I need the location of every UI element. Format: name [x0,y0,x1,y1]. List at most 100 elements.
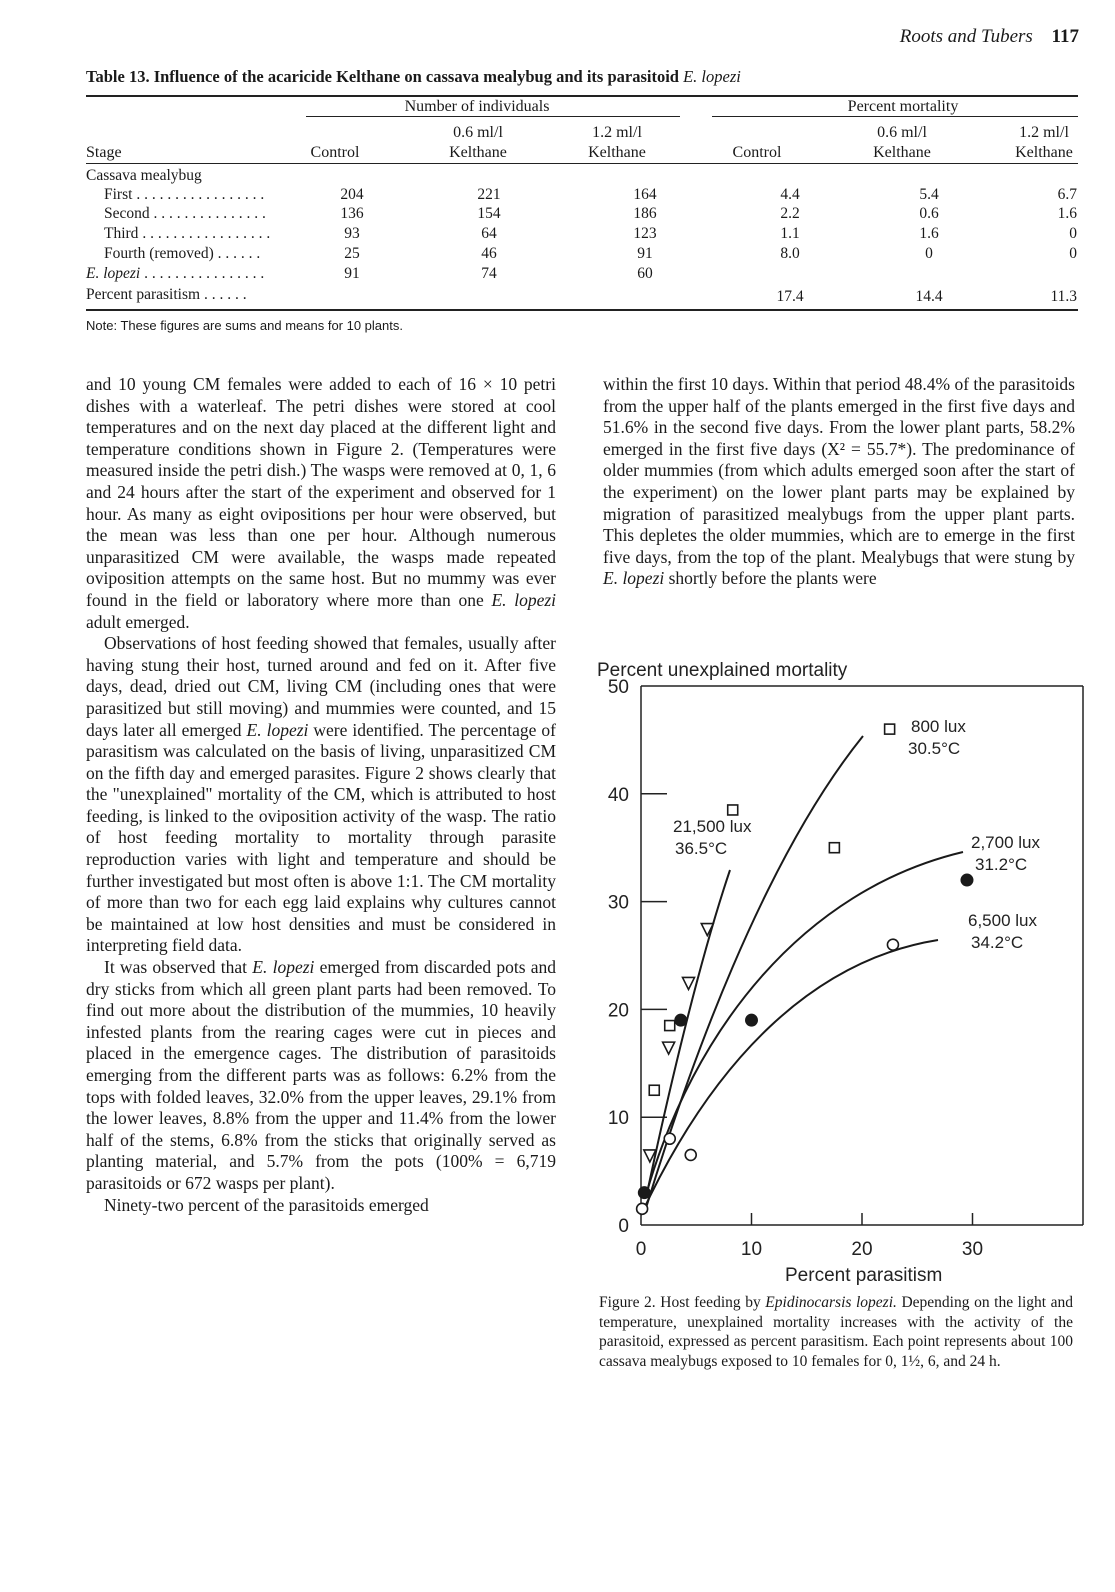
paragraph: Observations of host feeding showed that… [86,633,556,956]
table-cell: 60 [637,265,653,282]
table-cell: 91 [637,245,653,262]
table-cell: 46 [481,245,497,262]
col-header-dose2-line1: 1.2 ml/l [592,124,642,141]
data-point-open-circle [663,1132,677,1146]
group-header-percent: Percent mortality [847,98,959,115]
curve-21500-lux [645,869,731,1199]
table-caption: Table 13. Influence of the acaricide Kel… [86,67,741,87]
x-axis-title: Percent parasitism [785,1265,942,1286]
data-point-triangle [642,1149,658,1164]
header-bottom-rule [86,163,1078,164]
body-column-left: and 10 young CM females were added to ea… [86,374,556,1216]
row-stage: Cassava mealybug [86,167,202,184]
col-header-dose1-line1: 0.6 ml/l [453,124,503,141]
table-cell: 74 [481,265,497,282]
label-lux-800: 800 lux [911,717,966,736]
curve-2700-lux [645,851,964,1196]
paragraph: within the first 10 days. Within that pe… [603,374,1075,589]
table-cell: 136 [340,205,364,222]
figure-caption-species: Epidinocarsis lopezi. [765,1294,897,1311]
data-point-triangle [661,1041,676,1056]
figure-2: Percent unexplained mortality Percent pa… [593,650,1093,1290]
table-cell: 0 [925,245,933,262]
label-temp-6500: 34.2°C [971,933,1023,952]
table-cell: 64 [481,225,497,242]
table-cell: 1.1 [780,225,800,242]
data-point-filled-circle [745,1013,758,1027]
paragraph: Ninety-two percent of the parasitoids em… [104,1194,429,1215]
running-head: Roots and Tubers 117 [900,26,1079,48]
table-title-species: E. lopezi [683,67,741,86]
row-stage: Percent parasitism . . . . . . [86,286,247,303]
table-cell: 91 [344,265,360,282]
table-cell: 6.7 [1057,186,1077,203]
table-cell: 1.6 [1057,205,1077,222]
y-tick-label: 50 [608,677,629,698]
col-header-dose2-line2: Kelthane [588,144,646,161]
table-cell: 0 [1069,225,1077,242]
x-tick-label: 20 [851,1239,872,1260]
data-point-filled-circle [674,1013,688,1027]
col-header-control-percent: Control [732,144,782,161]
y-axis-title: Percent unexplained mortality [597,660,848,681]
data-point-filled-circle [960,873,974,887]
data-point-open-circle [684,1148,698,1162]
data-point-square [663,1019,676,1032]
data-point-square [828,841,841,854]
row-stage: E. lopezi . . . . . . . . . . . . . . . … [86,265,265,282]
label-temp-2700: 31.2°C [975,855,1027,874]
table-cell: 221 [477,186,501,203]
table-note: Note: These figures are sums and means f… [86,318,403,333]
label-lux-6500: 6,500 lux [968,911,1037,930]
col-header-dose1-percent-line2: Kelthane [873,144,931,161]
x-tick-label: 0 [636,1239,647,1260]
data-point-open-circle [635,1202,649,1216]
col-header-control-number: Control [310,144,360,161]
table-cell: 164 [633,186,657,203]
table-cell: 123 [633,225,657,242]
paragraph: It was observed that E. lopezi emerged f… [86,957,557,1193]
figure-caption: Figure 2. Host feeding by Epidinocarsis … [599,1294,1074,1370]
data-point-open-circle [886,938,900,952]
col-header-dose1-percent-line1: 0.6 ml/l [877,124,927,141]
label-lux-21500: 21,500 lux [673,817,752,836]
data-point-triangle [681,976,696,992]
row-stage: First . . . . . . . . . . . . . . . . . [104,186,265,203]
page-number: 117 [1051,26,1079,47]
table-cell: 25 [344,245,360,262]
data-point-square [726,804,739,816]
row-stage: Third . . . . . . . . . . . . . . . . . [104,225,271,242]
paragraph: and 10 young CM females were added to ea… [86,374,557,632]
table-cell: 8.0 [780,245,800,262]
table-label: Table 13. [86,67,150,86]
running-head-title: Roots and Tubers [899,26,1033,47]
scatter-chart: Percent unexplained mortality Percent pa… [597,660,1084,1286]
table-cell: 0.6 [919,205,939,222]
table-cell: 14.4 [915,288,943,305]
table-cell: 204 [340,186,364,203]
table-cell: 154 [477,205,501,222]
table-top-rule [86,95,1078,97]
table-cell: 186 [633,205,657,222]
table-bottom-rule [86,309,1078,311]
col-header-stage: Stage [86,144,122,161]
table-cell: 11.3 [1050,288,1077,305]
table-title: Influence of the acaricide Kelthane on c… [153,67,679,86]
group-header-number: Number of individuals [404,98,550,115]
group-rule-percent [712,116,1078,117]
table-cell: 1.6 [919,225,939,242]
x-tick-label: 30 [962,1239,983,1260]
data-point-triangle [700,922,715,938]
y-tick-label: 20 [608,1000,629,1021]
col-header-dose2-percent-line1: 1.2 ml/l [1019,124,1069,141]
table-cell: 17.4 [776,288,804,305]
data-point-square [883,723,896,735]
axes: 0 10 20 30 40 50 0 10 20 30 [608,677,1084,1260]
table-cell: 2.2 [780,205,800,222]
y-tick-label: 40 [608,785,629,806]
table-cell: 5.4 [919,186,939,203]
group-rule-number [306,116,680,117]
label-temp-800: 30.5°C [908,739,960,758]
y-tick-label: 30 [608,893,629,914]
figure-label: Figure 2. [599,1294,656,1311]
